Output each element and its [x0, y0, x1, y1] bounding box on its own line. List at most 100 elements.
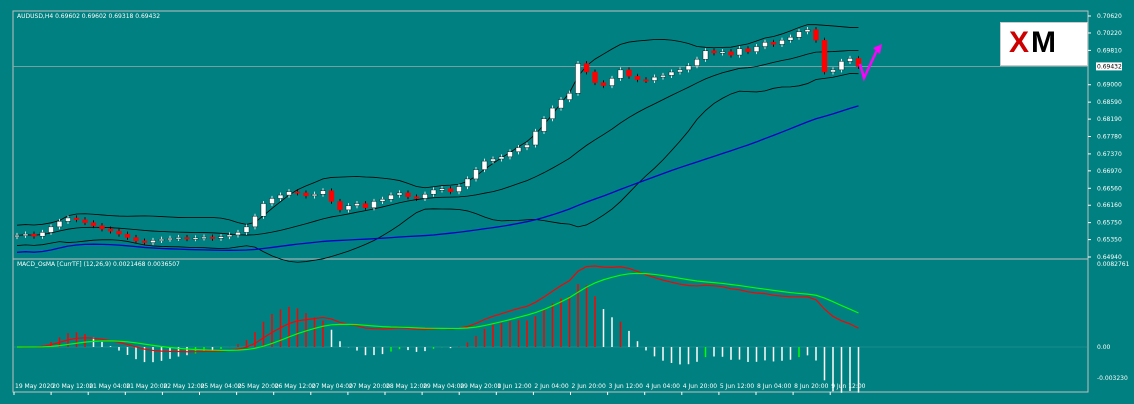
candle: [371, 201, 377, 208]
candle: [328, 190, 335, 202]
candle: [566, 93, 573, 100]
candle: [116, 230, 122, 235]
candle: [141, 240, 148, 243]
candle: [447, 188, 454, 192]
time-label: 26 May 12:00: [275, 383, 316, 390]
candle: [592, 71, 598, 83]
candle: [575, 63, 581, 94]
time-label: 20 May 12:00: [52, 383, 93, 390]
symbol-info: AUDUSD,H4 0.69602 0.69602 0.69318 0.6943…: [17, 13, 161, 20]
candle: [626, 69, 632, 77]
candle: [48, 226, 54, 233]
time-label: 29 May 04:00: [423, 383, 464, 390]
candle: [609, 78, 615, 86]
time-label: 27 May 04:00: [312, 383, 353, 390]
macd-axis-zero: 0.00: [1097, 344, 1111, 351]
candle: [252, 216, 258, 228]
candle: [396, 192, 403, 196]
candle: [643, 79, 649, 82]
candle: [235, 232, 241, 236]
macd-axis-top: 0.0082761: [1097, 261, 1130, 268]
candle: [668, 71, 675, 76]
candle: [787, 37, 794, 41]
price-label: 0.64940: [1097, 254, 1122, 261]
candle: [209, 236, 216, 239]
price-label: 0.69810: [1097, 47, 1122, 54]
price-label: 0.70620: [1097, 13, 1122, 20]
candle: [184, 237, 190, 240]
candle: [855, 58, 862, 67]
bollinger-middle: [16, 50, 859, 236]
time-label: 8 Jun 04:00: [757, 383, 791, 390]
candle: [150, 240, 156, 243]
logo-m: M: [1031, 26, 1056, 59]
price-label: 0.66560: [1097, 185, 1122, 192]
candle: [711, 50, 717, 54]
time-label: 25 May 04:00: [201, 383, 242, 390]
candle: [804, 29, 811, 32]
candle: [745, 48, 751, 52]
price-label: 0.68590: [1097, 99, 1122, 106]
time-label: 27 May 20:00: [349, 383, 390, 390]
candle: [345, 205, 352, 211]
candle: [99, 225, 105, 230]
candle: [838, 61, 845, 71]
current-price-label: 0.69432: [1097, 63, 1122, 70]
candle: [685, 65, 692, 71]
candle: [719, 51, 726, 54]
time-label: 4 Jun 04:00: [646, 383, 680, 390]
time-label: 28 May 12:00: [386, 383, 427, 390]
price-label: 0.66970: [1097, 168, 1122, 175]
candle: [813, 29, 819, 41]
time-label: 25 May 20:00: [238, 383, 279, 390]
candle: [830, 69, 836, 73]
candle: [90, 222, 97, 226]
time-label: 8 Jun 20:00: [794, 383, 828, 390]
candle: [736, 48, 743, 56]
candle: [541, 118, 547, 132]
candle: [821, 39, 828, 73]
time-label: 21 May 04:00: [89, 383, 130, 390]
candle: [770, 42, 777, 45]
candle: [379, 199, 386, 202]
candle: [481, 160, 488, 170]
logo-x: X: [1009, 26, 1030, 59]
candle: [175, 237, 182, 240]
candle: [286, 191, 292, 196]
candle: [303, 192, 309, 197]
macd-axis-bottom: -0.003230: [1097, 375, 1128, 382]
time-label: 3 Jun 12:00: [609, 383, 643, 390]
candle: [14, 235, 20, 238]
price-label: 0.69000: [1097, 82, 1122, 89]
time-label: 2 Jun 04:00: [534, 383, 568, 390]
candle: [600, 82, 607, 86]
xm-logo: X M: [1000, 22, 1088, 66]
bollinger-upper: [16, 24, 859, 226]
candle: [762, 42, 768, 47]
candle: [558, 99, 564, 109]
candle: [634, 76, 641, 80]
forecast-arrow: [858, 47, 880, 82]
price-label: 0.68190: [1097, 116, 1122, 123]
candle: [515, 147, 522, 152]
candle: [294, 191, 301, 194]
candle: [201, 236, 207, 239]
current-price-box: [1096, 62, 1122, 71]
time-label: 21 May 20:00: [126, 383, 167, 390]
candle: [694, 59, 700, 66]
candle: [269, 198, 275, 204]
candle: [65, 217, 71, 222]
candle: [583, 63, 590, 73]
candle: [617, 69, 624, 79]
candle: [660, 75, 666, 78]
candle: [490, 158, 496, 162]
candle: [56, 221, 63, 228]
candle: [260, 203, 267, 217]
candle: [498, 156, 505, 160]
candle: [796, 31, 802, 38]
candle: [124, 233, 131, 238]
candle: [439, 188, 445, 191]
time-label: 2 Jun 20:00: [572, 383, 606, 390]
